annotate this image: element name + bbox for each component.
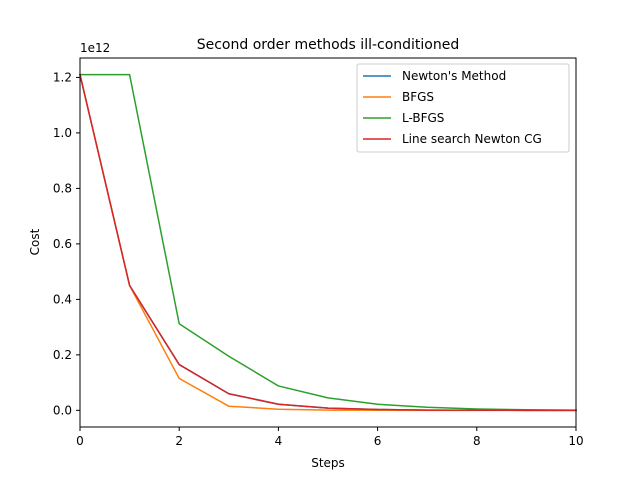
x-tick-label: 8 [473,434,481,448]
x-tick-label: 0 [76,434,84,448]
x-tick-label: 6 [374,434,382,448]
legend-label: Line search Newton CG [402,132,542,146]
series-layer [79,73,577,412]
legend: Newton's Method BFGS L-BFGS Line search New… [356,63,570,153]
x-axis-label: Steps [311,456,345,470]
y-tick-label: 0.6 [53,237,72,251]
legend-items: Newton's Method BFGS L-BFGS Line search New… [363,69,542,146]
y-tick-label: 0.0 [53,403,72,417]
y-axis-ticks: 0.0 0.2 0.4 0.6 0.8 1.0 1.2 [53,70,80,417]
series-line-2 [79,73,577,411]
legend-label: L-BFGS [402,111,444,125]
y-tick-label: 1.2 [53,70,72,84]
y-tick-label: 0.4 [53,292,72,306]
legend-box [356,63,570,153]
y-tick-label: 0.2 [53,348,72,362]
y-axis-offset-text: 1e12 [80,41,110,55]
chart-title: Second order methods ill-conditioned [197,37,460,53]
y-tick-label: 1.0 [53,126,72,140]
x-tick-label: 4 [275,434,283,448]
x-tick-label: 10 [568,434,583,448]
legend-label: BFGS [402,90,434,104]
x-tick-label: 2 [175,434,183,448]
series-line-3 [79,73,577,412]
x-axis-ticks: 0 2 4 6 8 10 [76,427,584,448]
legend-label: Newton's Method [402,69,506,83]
plot-frame [79,57,577,428]
y-tick-label: 0.8 [53,181,72,195]
y-axis-label: Cost [28,228,42,255]
